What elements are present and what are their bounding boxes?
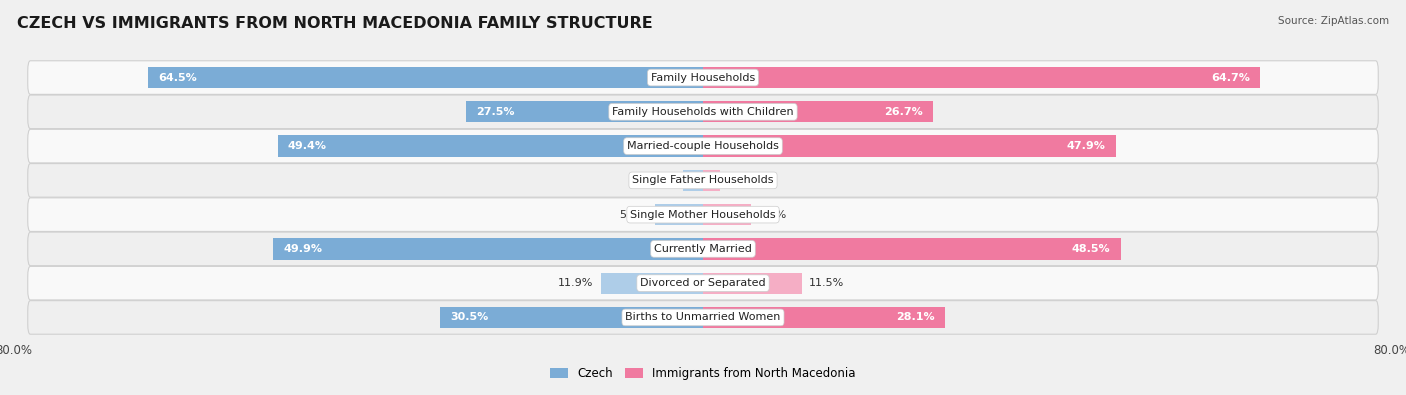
Text: Family Households with Children: Family Households with Children: [612, 107, 794, 117]
Bar: [703, 204, 751, 225]
Text: CZECH VS IMMIGRANTS FROM NORTH MACEDONIA FAMILY STRUCTURE: CZECH VS IMMIGRANTS FROM NORTH MACEDONIA…: [17, 16, 652, 31]
Bar: [467, 101, 703, 122]
Text: 64.7%: 64.7%: [1211, 73, 1250, 83]
Text: Single Father Households: Single Father Households: [633, 175, 773, 185]
Bar: [277, 135, 703, 157]
Text: 28.1%: 28.1%: [896, 312, 935, 322]
Bar: [703, 170, 720, 191]
FancyBboxPatch shape: [28, 301, 1378, 334]
Text: Divorced or Separated: Divorced or Separated: [640, 278, 766, 288]
Text: Births to Unmarried Women: Births to Unmarried Women: [626, 312, 780, 322]
FancyBboxPatch shape: [28, 129, 1378, 163]
Text: 49.9%: 49.9%: [284, 244, 322, 254]
Text: 11.9%: 11.9%: [558, 278, 593, 288]
Text: 64.5%: 64.5%: [157, 73, 197, 83]
FancyBboxPatch shape: [28, 61, 1378, 94]
Bar: [703, 135, 1115, 157]
Text: 2.3%: 2.3%: [648, 175, 676, 185]
Text: 11.5%: 11.5%: [808, 278, 844, 288]
Text: 49.4%: 49.4%: [288, 141, 328, 151]
Bar: [683, 170, 703, 191]
Text: Source: ZipAtlas.com: Source: ZipAtlas.com: [1278, 16, 1389, 26]
Text: Married-couple Households: Married-couple Households: [627, 141, 779, 151]
Bar: [273, 238, 703, 260]
Bar: [703, 238, 1121, 260]
Text: 48.5%: 48.5%: [1071, 244, 1111, 254]
Bar: [703, 67, 1260, 88]
Bar: [703, 307, 945, 328]
FancyBboxPatch shape: [28, 95, 1378, 129]
Text: Family Households: Family Households: [651, 73, 755, 83]
Legend: Czech, Immigrants from North Macedonia: Czech, Immigrants from North Macedonia: [546, 363, 860, 385]
Text: Single Mother Households: Single Mother Households: [630, 210, 776, 220]
FancyBboxPatch shape: [28, 198, 1378, 231]
FancyBboxPatch shape: [28, 232, 1378, 266]
Bar: [440, 307, 703, 328]
Text: 30.5%: 30.5%: [451, 312, 489, 322]
Text: Currently Married: Currently Married: [654, 244, 752, 254]
Text: 5.6%: 5.6%: [620, 210, 648, 220]
FancyBboxPatch shape: [28, 266, 1378, 300]
Text: 26.7%: 26.7%: [884, 107, 922, 117]
Bar: [703, 273, 801, 294]
Bar: [655, 204, 703, 225]
Text: 2.0%: 2.0%: [727, 175, 755, 185]
Text: 27.5%: 27.5%: [477, 107, 515, 117]
Bar: [703, 101, 934, 122]
Text: 5.6%: 5.6%: [758, 210, 786, 220]
Bar: [148, 67, 703, 88]
Text: 47.9%: 47.9%: [1066, 141, 1105, 151]
Bar: [600, 273, 703, 294]
FancyBboxPatch shape: [28, 164, 1378, 197]
